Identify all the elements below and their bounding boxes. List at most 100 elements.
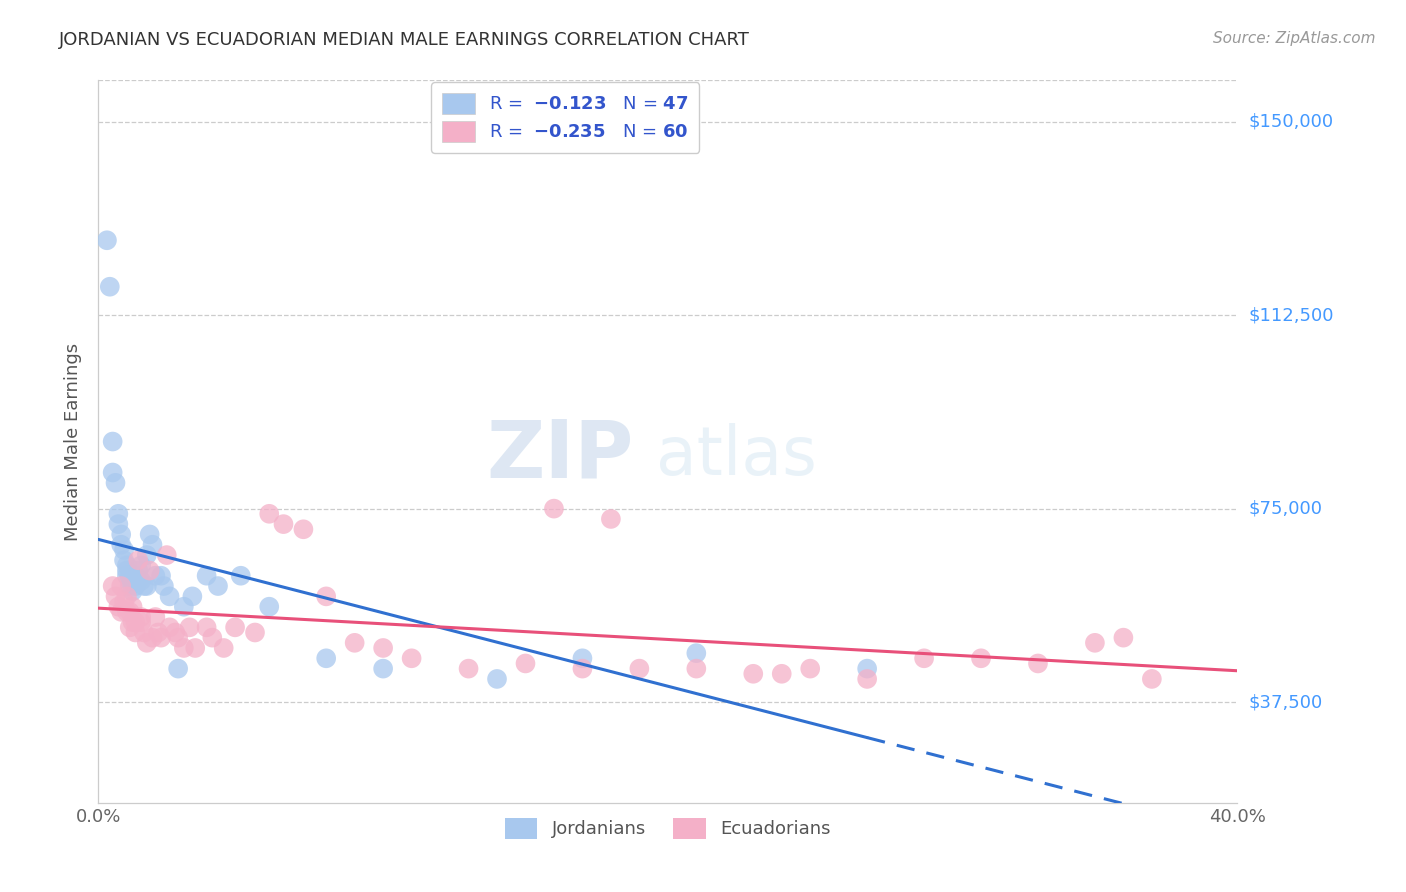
Point: [179, 620, 201, 634]
Point: [165, 625, 187, 640]
Point: [401, 651, 423, 665]
Point: [150, 568, 173, 582]
Point: [856, 662, 879, 676]
Point: [135, 579, 157, 593]
Text: $75,000: $75,000: [1249, 500, 1323, 517]
Point: [132, 579, 155, 593]
Text: $150,000: $150,000: [1249, 112, 1333, 130]
Point: [129, 558, 152, 573]
Point: [181, 590, 204, 604]
Point: [96, 233, 118, 247]
Point: [600, 512, 623, 526]
Point: [112, 594, 135, 608]
Point: [124, 568, 146, 582]
Point: [373, 640, 395, 655]
Point: [104, 475, 127, 490]
Point: [856, 672, 879, 686]
Point: [115, 568, 138, 582]
Point: [457, 662, 479, 676]
Point: [115, 605, 138, 619]
Point: [159, 590, 181, 604]
Point: [1026, 657, 1049, 671]
Point: [515, 657, 537, 671]
Point: [150, 631, 173, 645]
Point: [173, 599, 195, 614]
Point: [118, 568, 141, 582]
Point: [121, 615, 143, 630]
Point: [343, 636, 366, 650]
Point: [129, 574, 152, 588]
Text: $112,500: $112,500: [1249, 306, 1334, 324]
Point: [110, 527, 132, 541]
Text: Source: ZipAtlas.com: Source: ZipAtlas.com: [1212, 31, 1375, 46]
Point: [115, 558, 138, 573]
Point: [486, 672, 509, 686]
Point: [315, 651, 337, 665]
Point: [98, 279, 121, 293]
Point: [167, 662, 190, 676]
Point: [1112, 631, 1135, 645]
Point: [118, 605, 141, 619]
Text: JORDANIAN VS ECUADORIAN MEDIAN MALE EARNINGS CORRELATION CHART: JORDANIAN VS ECUADORIAN MEDIAN MALE EARN…: [59, 31, 749, 49]
Point: [118, 574, 141, 588]
Point: [135, 636, 157, 650]
Point: [115, 564, 138, 578]
Point: [770, 666, 793, 681]
Point: [195, 620, 218, 634]
Point: [138, 564, 160, 578]
Text: $37,500: $37,500: [1249, 693, 1323, 711]
Point: [121, 599, 143, 614]
Point: [107, 599, 129, 614]
Point: [112, 553, 135, 567]
Point: [127, 564, 149, 578]
Point: [685, 646, 707, 660]
Point: [243, 625, 266, 640]
Point: [101, 466, 124, 480]
Point: [141, 538, 163, 552]
Point: [112, 542, 135, 557]
Point: [224, 620, 246, 634]
Point: [156, 548, 179, 562]
Point: [141, 631, 163, 645]
Point: [571, 662, 593, 676]
Point: [685, 662, 707, 676]
Point: [201, 631, 224, 645]
Point: [153, 579, 176, 593]
Point: [173, 640, 195, 655]
Point: [127, 574, 149, 588]
Point: [742, 666, 765, 681]
Point: [1084, 636, 1107, 650]
Point: [124, 579, 146, 593]
Point: [138, 527, 160, 541]
Point: [159, 620, 181, 634]
Point: [212, 640, 235, 655]
Point: [259, 507, 281, 521]
Point: [101, 434, 124, 449]
Point: [135, 548, 157, 562]
Point: [970, 651, 993, 665]
Point: [912, 651, 935, 665]
Text: ZIP: ZIP: [486, 417, 634, 495]
Legend: Jordanians, Ecuadorians: Jordanians, Ecuadorians: [498, 811, 838, 846]
Point: [207, 579, 229, 593]
Point: [145, 610, 167, 624]
Point: [104, 590, 127, 604]
Point: [799, 662, 821, 676]
Point: [315, 590, 337, 604]
Point: [110, 605, 132, 619]
Point: [118, 579, 141, 593]
Text: atlas: atlas: [657, 423, 817, 489]
Point: [110, 538, 132, 552]
Point: [124, 615, 146, 630]
Point: [167, 631, 190, 645]
Point: [132, 625, 155, 640]
Point: [127, 553, 149, 567]
Point: [101, 579, 124, 593]
Point: [107, 507, 129, 521]
Point: [259, 599, 281, 614]
Y-axis label: Median Male Earnings: Median Male Earnings: [65, 343, 83, 541]
Point: [373, 662, 395, 676]
Point: [121, 574, 143, 588]
Point: [184, 640, 207, 655]
Point: [118, 620, 141, 634]
